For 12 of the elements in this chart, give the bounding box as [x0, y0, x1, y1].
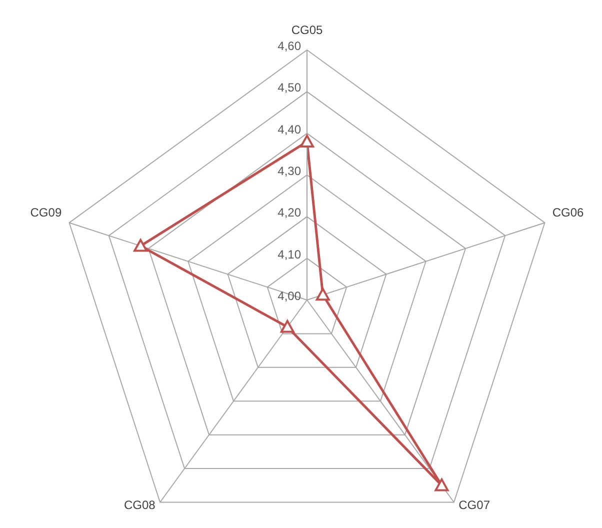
- y-tick-label: 4,10: [278, 247, 302, 262]
- y-tick-label: 4,20: [278, 206, 302, 220]
- y-tick-label: 4,50: [278, 80, 302, 95]
- y-tick-label: 4,40: [278, 122, 302, 136]
- spoke-label: CG05: [291, 23, 323, 37]
- spoke-label: CG06: [552, 206, 584, 220]
- spoke-label: CG09: [30, 206, 62, 220]
- y-tick-label: 4,60: [278, 39, 302, 53]
- y-tick-label: 4,00: [278, 289, 302, 303]
- spoke-label: CG08: [124, 498, 156, 512]
- spoke-label: CG07: [458, 498, 490, 512]
- y-tick-label: 4,30: [278, 164, 302, 178]
